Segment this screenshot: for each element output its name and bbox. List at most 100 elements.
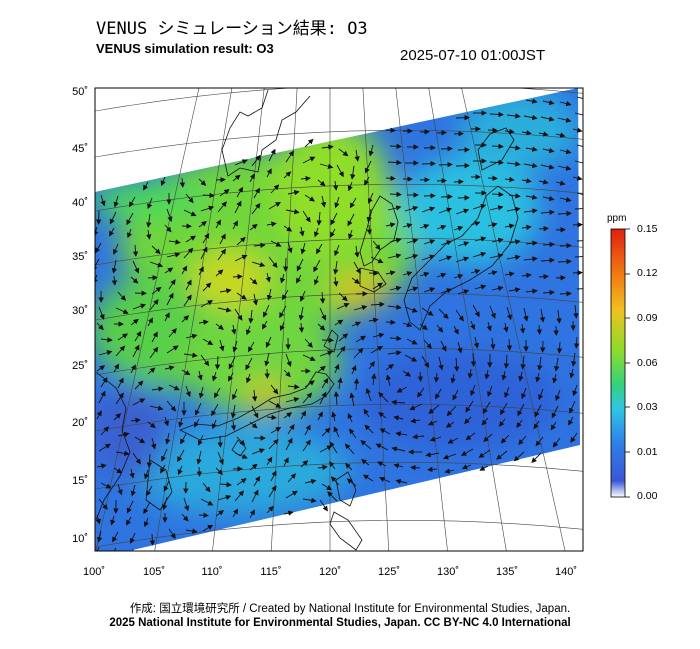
wind-arrow [573, 336, 580, 349]
wind-arrow [185, 385, 191, 398]
wind-arrow [161, 448, 168, 462]
wind-arrow [296, 258, 304, 272]
wind-arrow [508, 145, 521, 151]
wind-arrow [279, 305, 287, 319]
wind-arrow [540, 164, 555, 170]
wind-arrow [557, 258, 572, 265]
wind-arrow [214, 355, 221, 370]
wind-arrow [181, 265, 188, 275]
wind-arrow [268, 201, 281, 210]
wind-arrow [559, 290, 572, 297]
wind-arrow [253, 187, 260, 199]
wind-arrow [372, 332, 385, 338]
colorbar-tick-label: 0.12 [637, 267, 658, 279]
wind-arrow [198, 319, 209, 325]
wind-arrow [489, 205, 504, 211]
wind-arrow [482, 401, 491, 414]
wind-arrow [385, 270, 396, 276]
wind-arrow [234, 159, 248, 166]
wind-arrow [196, 450, 202, 465]
wind-arrow [402, 271, 413, 277]
map-frame [94, 87, 584, 552]
wind-arrow [572, 222, 583, 228]
wind-arrow [200, 498, 214, 506]
wind-arrow [345, 462, 353, 471]
wind-arrow [455, 162, 470, 169]
wind-arrow [470, 352, 477, 367]
wind-arrow [285, 353, 292, 367]
wind-arrow [576, 191, 583, 198]
wind-arrow [396, 386, 408, 393]
wind-arrow [484, 369, 490, 380]
meridian-line [461, 88, 566, 551]
wind-arrow [364, 176, 370, 186]
latitude-line [95, 130, 583, 158]
wind-arrow [417, 387, 425, 398]
wind-arrow [283, 171, 292, 179]
wind-arrow [211, 419, 217, 430]
wind-arrow [344, 443, 355, 455]
wind-arrow [317, 179, 326, 187]
wind-arrow [556, 309, 562, 324]
wind-arrow [197, 434, 204, 446]
wind-arrow [333, 391, 340, 406]
wind-arrow [166, 252, 181, 258]
wind-arrow [266, 288, 273, 301]
wind-arrow [521, 387, 527, 400]
wind-arrow [181, 369, 191, 376]
wind-arrow [215, 467, 224, 475]
wind-arrow [317, 411, 323, 421]
wind-arrow [219, 288, 232, 294]
wind-arrow [96, 530, 103, 543]
wind-arrow [98, 350, 113, 356]
wind-arrow [317, 464, 328, 471]
wind-arrow [402, 322, 413, 328]
wind-arrow [427, 420, 438, 426]
wind-arrow [200, 300, 214, 308]
wind-arrow [450, 373, 456, 384]
wind-arrow [283, 457, 289, 467]
wind-arrow [506, 113, 521, 119]
wind-arrow [551, 405, 559, 419]
wind-arrow [196, 466, 202, 477]
wind-arrow [542, 289, 555, 296]
wind-arrow [266, 221, 277, 227]
wind-arrow [147, 317, 153, 327]
wind-arrow [268, 256, 278, 269]
colorbar-unit: ppm [607, 213, 627, 224]
wind-arrow [95, 242, 102, 254]
wind-arrow [538, 179, 549, 185]
wind-arrow [200, 246, 208, 260]
wind-arrow [211, 403, 219, 417]
wind-arrow [334, 363, 340, 374]
wind-arrow [266, 168, 272, 178]
wind-arrow [115, 450, 130, 457]
wind-arrow [304, 194, 315, 202]
wind-arrow [504, 223, 515, 229]
wind-arrow [302, 354, 316, 361]
wind-arrow [217, 201, 227, 213]
wind-arrow [126, 212, 134, 226]
wind-arrow [217, 307, 232, 313]
wind-arrow [333, 426, 340, 438]
wind-arrow [516, 419, 523, 429]
wind-arrow [146, 213, 152, 228]
wind-arrow [100, 377, 108, 388]
wind-arrow [317, 365, 326, 373]
wind-arrow [417, 371, 424, 382]
meridian-line [362, 88, 390, 551]
wind-arrow [183, 209, 197, 217]
wind-arrow [336, 303, 350, 310]
wind-arrow [268, 485, 277, 498]
wind-arrow [555, 180, 566, 186]
wind-arrow [338, 333, 349, 342]
wind-arrow [228, 372, 234, 382]
wind-arrow [132, 344, 140, 358]
wind-arrow [232, 508, 239, 518]
wind-arrow [230, 404, 237, 419]
wind-arrow [285, 150, 294, 163]
wind-arrow [504, 128, 515, 135]
wind-arrow [445, 421, 455, 428]
wind-arrow [361, 459, 370, 466]
wind-arrow [234, 490, 244, 502]
